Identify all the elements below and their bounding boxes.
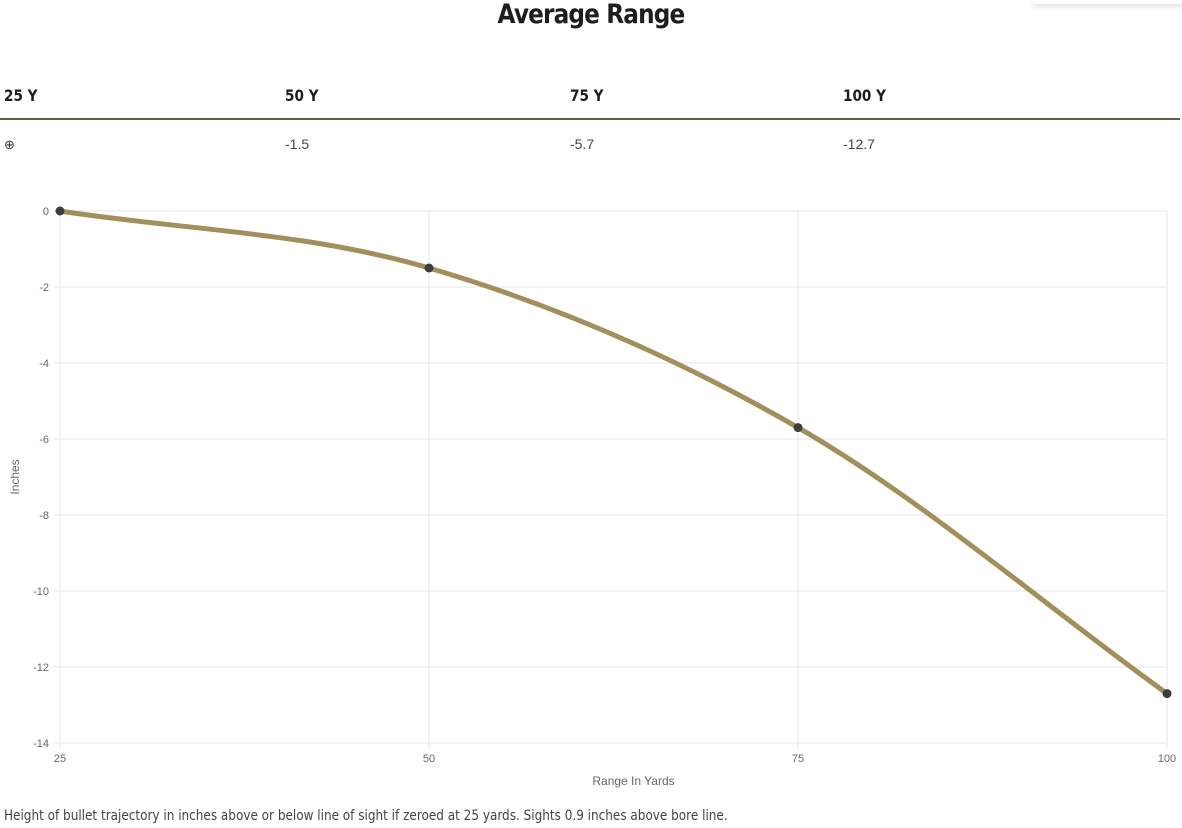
x-tick-label: 75 [792,753,804,765]
data-point [55,206,65,216]
value-50y: -1.5 [285,136,310,152]
y-tick-label: -10 [33,586,49,598]
value-100y: -12.7 [843,136,875,152]
trajectory-line [57,208,1170,697]
data-point [793,423,803,433]
y-tick-label: -12 [33,662,49,674]
header-50y: 50 Y [285,86,319,105]
header-25y: 25 Y [4,86,38,105]
data-point [1162,689,1172,699]
y-tick-label: 0 [43,206,49,218]
y-tick-label: -6 [39,434,49,446]
chart-caption: Height of bullet trajectory in inches ab… [4,808,728,824]
x-tick-label: 100 [1158,753,1176,765]
table-row: ⊕ -1.5 -5.7 -12.7 [0,120,1180,160]
table-header-row: 25 Y 50 Y 75 Y 100 Y [0,82,1180,120]
x-axis-label: Range In Yards [592,774,674,788]
y-tick-label: -2 [39,282,49,294]
x-tick-label: 25 [54,753,66,765]
corner-shadow [1032,0,1182,4]
chart-title: Average Range [497,0,686,30]
x-tick-label: 50 [423,753,435,765]
data-point [424,263,434,273]
y-tick-label: -14 [33,738,49,750]
range-table: 25 Y 50 Y 75 Y 100 Y ⊕ -1.5 -5.7 -12.7 [0,82,1180,160]
trajectory-chart: 0 -2 -4 -6 -8 -10 -12 -14 25 50 75 100 Range In Yard… [8,206,1176,788]
y-tick-label: -4 [39,358,49,370]
y-tick-label: -8 [39,510,49,522]
header-75y: 75 Y [570,86,604,105]
header-100y: 100 Y [843,86,886,105]
value-75y: -5.7 [570,136,595,152]
y-axis-label: Inches [8,459,22,494]
crosshair-icon: ⊕ [4,137,15,152]
